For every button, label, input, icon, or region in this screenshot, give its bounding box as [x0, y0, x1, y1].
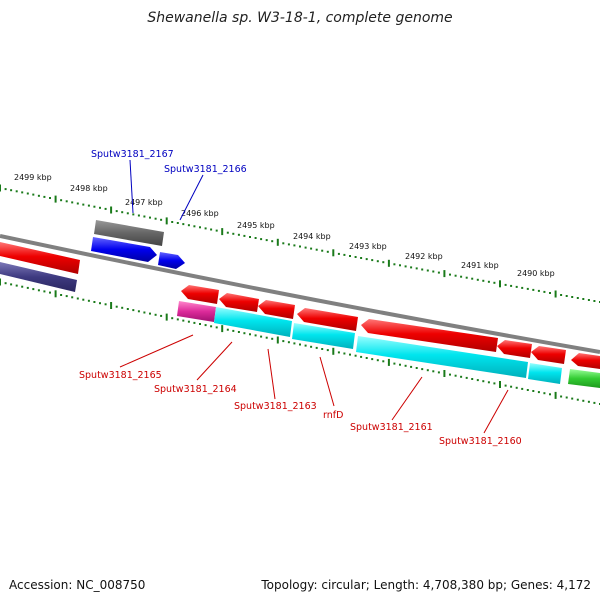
gene-label-2167[interactable]: Sputw3181_2167	[91, 149, 174, 160]
leader-2164	[196, 341, 233, 381]
kbp-label: 2497 kbp	[125, 198, 163, 207]
gene-red-c[interactable]	[258, 300, 295, 319]
kbp-label: 2499 kbp	[14, 173, 52, 182]
gene-red-left[interactable]	[0, 242, 80, 274]
gene-blue-2167[interactable]	[91, 237, 157, 262]
gene-magenta-2165[interactable]	[177, 301, 216, 322]
gene-cyan-2163[interactable]	[292, 323, 355, 349]
gene-red-2160a[interactable]	[497, 340, 532, 358]
gene-red-b[interactable]	[219, 293, 259, 312]
gene-cyan-2160[interactable]	[528, 363, 562, 384]
kbp-label: 2496 kbp	[181, 209, 219, 218]
kbp-label: 2492 kbp	[405, 252, 443, 261]
gene-label-2160[interactable]: Sputw3181_2160	[439, 436, 522, 447]
gene-label-2165[interactable]: Sputw3181_2165	[79, 370, 162, 381]
kbp-label: 2495 kbp	[237, 221, 275, 230]
kbp-label: 2493 kbp	[349, 242, 387, 251]
genes-forward-strand	[0, 220, 185, 292]
leader-2166	[179, 174, 204, 221]
gene-red-rnfD[interactable]	[297, 308, 358, 331]
accession-text: Accession: NC_008750	[9, 578, 146, 592]
kbp-label: 2494 kbp	[293, 232, 331, 241]
gene-cyan-2161[interactable]	[356, 336, 528, 378]
kbp-label: 2490 kbp	[517, 269, 555, 278]
leader-2163	[267, 348, 276, 400]
leader-rnfD	[319, 356, 335, 407]
gene-label-2166[interactable]: Sputw3181_2166	[164, 164, 247, 175]
scale-ticks-top	[0, 184, 600, 303]
genome-backbone	[0, 234, 600, 354]
leader-2160	[483, 389, 509, 434]
scale-labels: 2499 kbp 2498 kbp 2497 kbp 2496 kbp 2495…	[14, 173, 555, 278]
gene-label-2163[interactable]: Sputw3181_2163	[234, 401, 317, 412]
gene-labels: Sputw3181_2167 Sputw3181_2166 Sputw3181_…	[79, 149, 522, 447]
leader-2161	[391, 376, 423, 421]
leader-2167	[129, 159, 134, 214]
gene-red-2161[interactable]	[361, 319, 498, 352]
gene-blue-2166[interactable]	[158, 252, 185, 269]
scale-ticks-bottom	[0, 278, 600, 405]
gene-navy-left[interactable]	[0, 262, 77, 292]
gene-red-right[interactable]	[571, 353, 600, 369]
summary-text: Topology: circular; Length: 4,708,380 bp…	[261, 578, 591, 592]
genes-reverse-strand	[177, 285, 600, 388]
gene-label-rnfD[interactable]: rnfD	[323, 410, 343, 421]
gene-red-2160b[interactable]	[531, 346, 566, 364]
kbp-label: 2498 kbp	[70, 184, 108, 193]
gene-red-a[interactable]	[181, 285, 219, 304]
kbp-label: 2491 kbp	[461, 261, 499, 270]
label-leaders	[119, 159, 509, 434]
gene-cyan-2164[interactable]	[214, 307, 292, 337]
gene-green-right[interactable]	[568, 369, 600, 388]
page-title: Shewanella sp. W3-18-1, complete genome	[147, 10, 453, 26]
leader-2165	[119, 334, 194, 368]
gene-gray[interactable]	[94, 220, 164, 246]
gene-label-2161[interactable]: Sputw3181_2161	[350, 422, 433, 433]
gene-label-2164[interactable]: Sputw3181_2164	[154, 384, 237, 395]
